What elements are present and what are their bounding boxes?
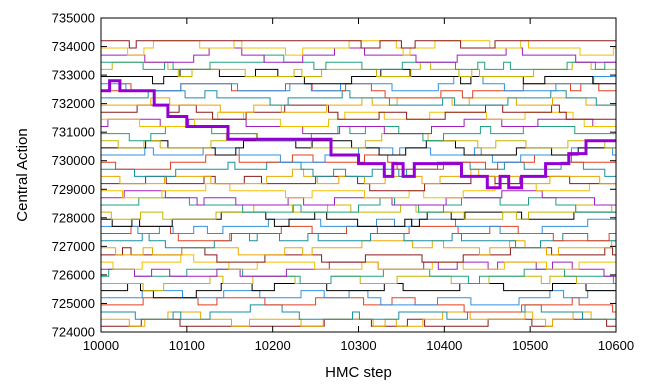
trace-line	[101, 54, 616, 70]
trace-line	[101, 297, 616, 313]
trace-lines	[101, 40, 616, 327]
trace-line	[101, 40, 616, 49]
x-tick-label: 10300	[340, 338, 376, 353]
y-tick-label: 729000	[52, 182, 95, 197]
trace-line	[101, 183, 616, 199]
trace-line	[101, 197, 616, 213]
y-tick-label: 734000	[52, 39, 95, 54]
trace-line	[101, 290, 616, 306]
x-tick-label: 10600	[598, 338, 634, 353]
x-tick-label: 10500	[512, 338, 548, 353]
highlighted-trace-line	[101, 79, 616, 190]
y-tick-label: 731000	[52, 125, 95, 140]
trace-line	[101, 304, 616, 320]
y-tick-label: 733000	[52, 68, 95, 83]
trace-line	[101, 190, 616, 206]
trace-line	[101, 275, 616, 292]
trace-line	[101, 318, 616, 327]
x-axis-ticks: 10000 10100 10200 10300 10400 10500 10600	[83, 18, 634, 353]
trace-line	[101, 126, 616, 142]
trace-line	[101, 104, 616, 120]
y-tick-label: 735000	[52, 11, 95, 26]
y-tick-label: 726000	[52, 267, 95, 282]
y-tick-label: 728000	[52, 210, 95, 225]
y-tick-label: 730000	[52, 153, 95, 168]
y-tick-label: 732000	[52, 96, 95, 111]
trace-line	[101, 61, 616, 77]
trace-line	[101, 97, 616, 113]
y-tick-label: 727000	[52, 239, 95, 254]
x-tick-label: 10100	[169, 338, 205, 353]
y-axis-title: Central Action	[14, 128, 31, 221]
x-tick-label: 10000	[83, 338, 119, 353]
highlighted-trace	[101, 79, 616, 190]
trace-line	[101, 218, 616, 234]
x-tick-label: 10400	[426, 338, 462, 353]
trace-line	[101, 211, 616, 227]
trace-line	[101, 261, 616, 277]
trace-line	[101, 90, 616, 106]
y-axis-ticks: 724000 725000 726000 727000 728000 729000 7300…	[52, 11, 616, 340]
trace-line	[101, 76, 616, 92]
trace-line	[101, 133, 616, 149]
y-tick-label: 724000	[52, 325, 95, 340]
trace-line	[101, 47, 616, 63]
x-tick-label: 10200	[255, 338, 291, 353]
trace-line	[101, 254, 616, 270]
trace-line	[101, 204, 616, 220]
trace-line	[101, 161, 616, 177]
x-axis-title: HMC step	[325, 364, 392, 381]
y-tick-label: 725000	[52, 296, 95, 311]
trace-line	[101, 68, 616, 85]
